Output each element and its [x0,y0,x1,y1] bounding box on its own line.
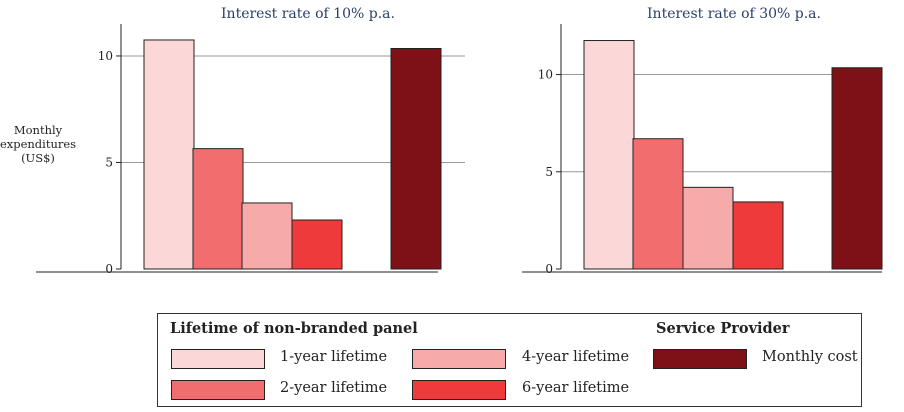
legend-group-title-lifetime: Lifetime of non-branded panel [170,320,418,337]
y-tick-label: 10 [538,68,553,82]
y-tick-label: 5 [105,155,113,169]
legend: Lifetime of non-branded panel Service Pr… [157,313,862,407]
legend-label-monthly-cost: Monthly cost [762,349,858,365]
legend-label-1-year: 1-year lifetime [280,349,388,365]
bar-monthly-cost [390,48,442,270]
bar-2-year-lifetime [192,148,244,270]
y-tick-label: 10 [98,49,113,63]
legend-swatch-4-year [412,349,506,369]
y-tick-label: 5 [545,165,553,179]
bar-1-year-lifetime [583,40,635,270]
legend-swatch-2-year [171,380,265,400]
legend-swatch-1-year [171,349,265,369]
chart-interest-30: 0 5 10 Interest rate of 30% p.a. [522,6,883,276]
legend-label-2-year: 2-year lifetime [280,380,388,396]
bar-2-year-lifetime [632,138,684,270]
legend-label-4-year: 4-year lifetime [522,349,630,365]
bar-4-year-lifetime [241,202,293,270]
bar-1-year-lifetime [143,39,195,270]
y-axis-title-line-1: Monthly [14,123,63,137]
chart-title: Interest rate of 10% p.a. [221,6,395,22]
bar-6-year-lifetime [291,219,343,270]
y-axis-title-line-3: (US$) [21,151,55,165]
bar-6-year-lifetime [732,201,784,270]
chart-title: Interest rate of 30% p.a. [647,6,821,22]
legend-swatch-6-year [412,380,506,400]
y-axis-title-line-2: expenditures [0,137,76,151]
legend-group-title-service-provider: Service Provider [656,320,790,337]
legend-label-6-year: 6-year lifetime [522,380,630,396]
chart-interest-10: 0 5 10 Interest rate of 10% p.a. [36,6,465,276]
legend-swatch-monthly-cost [653,349,747,369]
bar-4-year-lifetime [682,186,734,270]
y-tick-label: 0 [105,262,113,276]
bar-monthly-cost [831,67,883,270]
y-tick-label: 0 [545,262,553,276]
